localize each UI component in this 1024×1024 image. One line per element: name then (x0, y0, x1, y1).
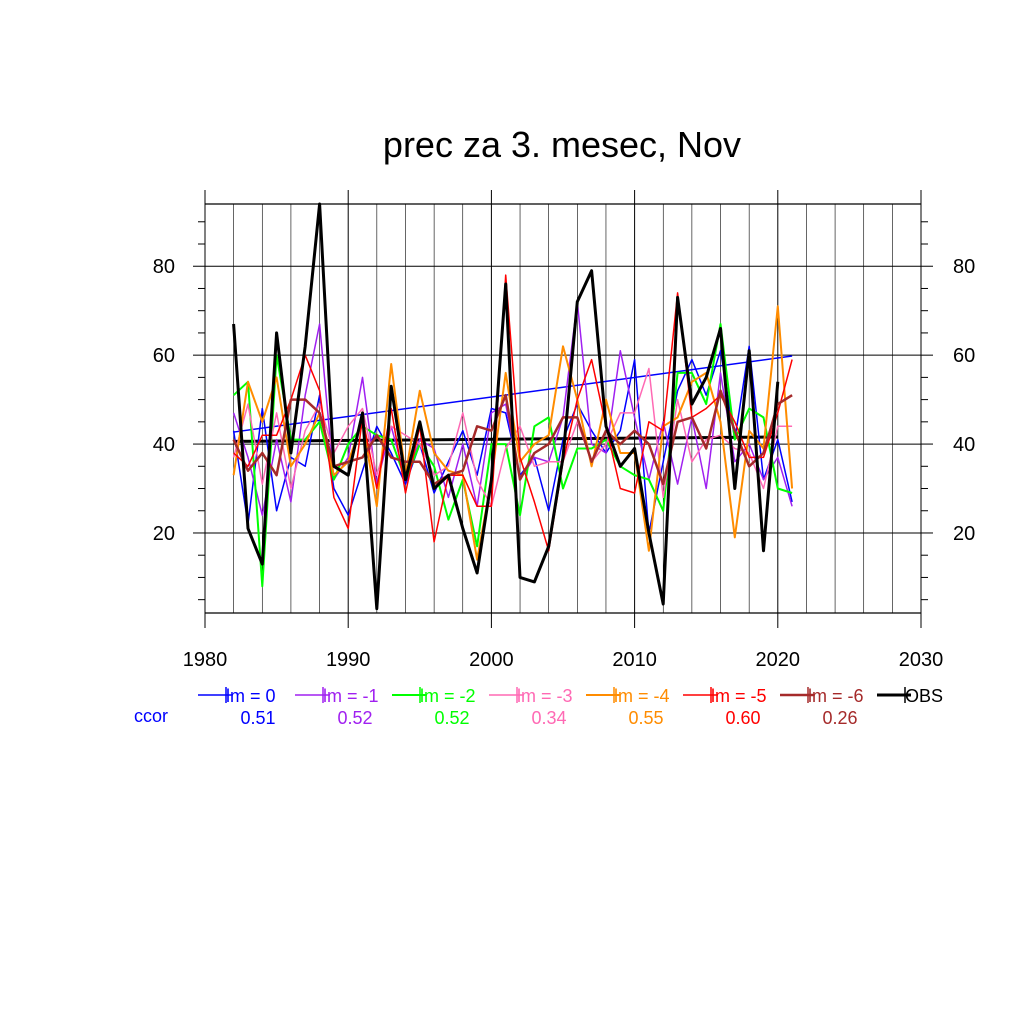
legend-label: lm = -5 (711, 686, 767, 706)
legend-label: lm = 0 (226, 686, 276, 706)
legend-label: lm = -4 (614, 686, 670, 706)
ccor-value: 0.60 (725, 708, 760, 728)
legend-label: lm = -3 (517, 686, 573, 706)
chart-title: prec za 3. mesec, Nov (383, 124, 741, 165)
ccor-value: 0.51 (240, 708, 275, 728)
y-tick-label-left: 20 (153, 523, 175, 545)
y-tick-label-right: 20 (953, 523, 975, 545)
plot-frame (205, 203, 921, 614)
legend-label: lm = -1 (323, 686, 379, 706)
y-tick-label-left: 80 (153, 256, 175, 278)
y-tick-label-left: 40 (153, 434, 175, 456)
y-tick-label-right: 60 (953, 345, 975, 367)
series-lines (232, 202, 794, 611)
x-tick-label: 2010 (612, 649, 657, 671)
grid (204, 190, 922, 628)
legend-label: OBS (905, 686, 943, 706)
x-tick-label: 2000 (469, 649, 514, 671)
x-tick-label: 1990 (326, 649, 371, 671)
legend-label: lm = -6 (808, 686, 864, 706)
ccor-value: 0.52 (434, 708, 469, 728)
series-line (232, 202, 780, 611)
ccor-label: ccor (134, 706, 168, 726)
ccor-value: 0.55 (628, 708, 663, 728)
x-tick-label: 2030 (899, 649, 944, 671)
ccor-value: 0.34 (531, 708, 566, 728)
ccor-value: 0.52 (337, 708, 372, 728)
y-tick-label-right: 40 (953, 434, 975, 456)
trend-line (233, 355, 793, 433)
x-tick-label: 1980 (183, 649, 228, 671)
x-tick-label: 2020 (756, 649, 801, 671)
ccor-value: 0.26 (822, 708, 857, 728)
y-tick-label-right: 80 (953, 256, 975, 278)
legend-label: lm = -2 (420, 686, 476, 706)
y-tick-label-left: 60 (153, 345, 175, 367)
